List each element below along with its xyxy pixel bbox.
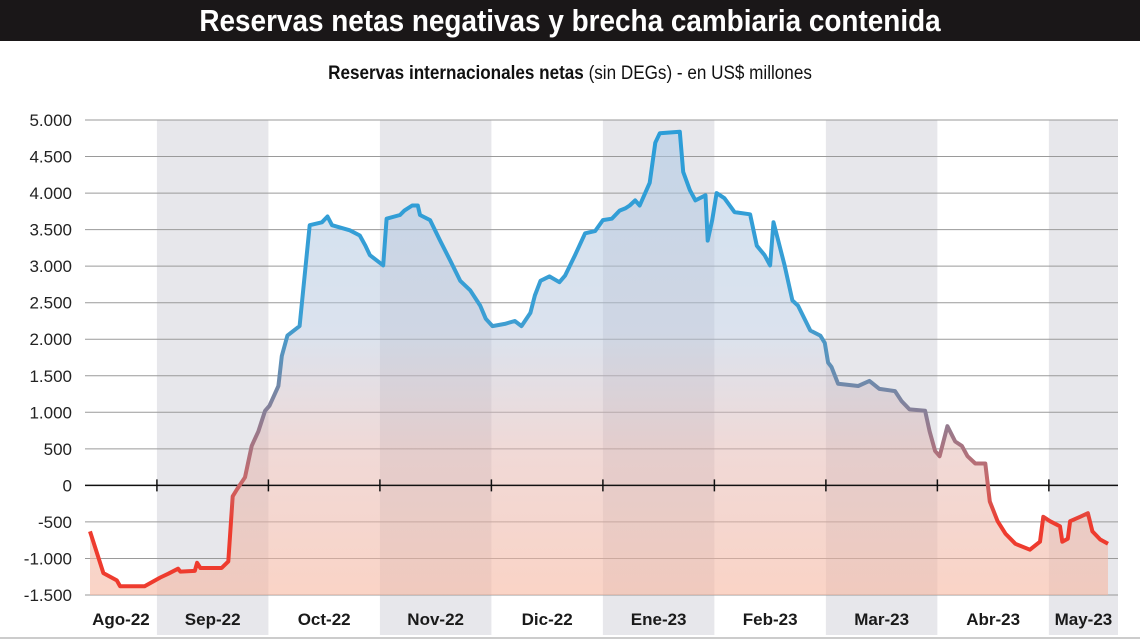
x-tick-label: Nov-22 <box>407 610 464 629</box>
title-bar: Reservas netas negativas y brecha cambia… <box>0 0 1140 41</box>
y-tick-label: 4.500 <box>29 148 72 167</box>
x-tick-label: Abr-23 <box>966 610 1020 629</box>
chart-units: (sin DEGs) - en US$ millones <box>588 63 812 84</box>
y-tick-label: 0 <box>63 476 72 495</box>
y-tick-label: 2.500 <box>29 294 72 313</box>
x-tick-label: Oct-22 <box>298 610 351 629</box>
y-tick-label: -1.500 <box>24 586 72 605</box>
y-tick-label: -500 <box>38 513 72 532</box>
x-tick-label: Mar-23 <box>854 610 909 629</box>
page-title: Reservas netas negativas y brecha cambia… <box>199 3 941 38</box>
y-tick-label: 3.500 <box>29 221 72 240</box>
x-tick-label: Dic-22 <box>522 610 573 629</box>
x-tick-label: Ago-22 <box>92 610 150 629</box>
x-tick-label: Ene-23 <box>631 610 687 629</box>
x-tick-label: Feb-23 <box>743 610 798 629</box>
x-tick-label: Sep-22 <box>185 610 241 629</box>
y-tick-label: 1.500 <box>29 367 72 386</box>
y-tick-label: 1.000 <box>29 403 72 422</box>
y-tick-label: 3.000 <box>29 257 72 276</box>
chart-subtitle: Reservas internacionales netas (sin DEGs… <box>57 63 1083 85</box>
reserves-line <box>88 129 1109 589</box>
y-tick-label: 4.000 <box>29 184 72 203</box>
y-tick-label: -1.000 <box>24 549 72 568</box>
y-tick-label: 2.000 <box>29 330 72 349</box>
reserves-area <box>90 131 1108 595</box>
y-tick-label: 500 <box>44 440 72 459</box>
y-tick-label: 5.000 <box>29 111 72 130</box>
chart-title: Reservas internacionales netas <box>328 63 584 84</box>
x-tick-label: May-23 <box>1055 610 1113 629</box>
